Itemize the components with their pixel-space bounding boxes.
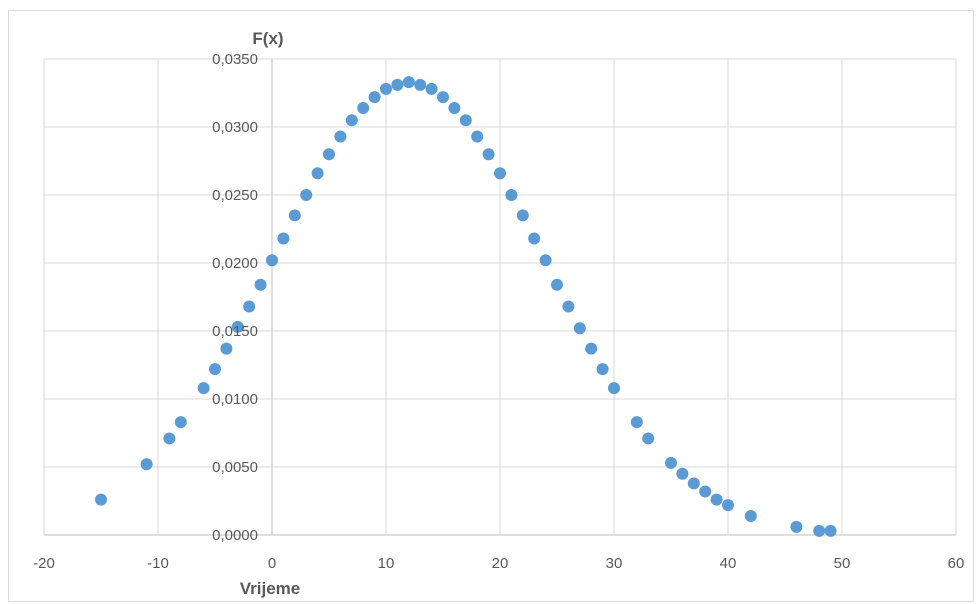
data-point (402, 76, 415, 89)
data-point (323, 148, 335, 161)
data-point (163, 432, 176, 445)
y-axis-title: F(x) (252, 29, 283, 48)
data-point (722, 499, 734, 512)
x-tick-label: 10 (378, 555, 395, 572)
data-point (220, 342, 233, 355)
data-point (516, 209, 529, 222)
data-point (140, 458, 153, 471)
data-point (266, 254, 278, 267)
data-point (630, 416, 643, 429)
x-tick-label: 40 (720, 555, 737, 572)
data-point (608, 382, 620, 395)
data-point (380, 82, 392, 95)
data-point (790, 520, 803, 533)
data-point (277, 232, 290, 245)
x-tick-label: -20 (33, 555, 55, 572)
x-tick-label: 20 (492, 555, 509, 572)
data-point (539, 254, 552, 267)
data-point (471, 130, 484, 143)
gridlines (43, 58, 957, 536)
data-point (231, 320, 244, 333)
chart-area (8, 10, 974, 602)
data-point (288, 209, 301, 222)
data-point (573, 322, 586, 335)
data-point (368, 91, 381, 104)
data-point (596, 363, 609, 376)
data-point (676, 467, 689, 480)
y-axis-tick-labels: 0,0000 0,0050 0,0100 0,0150 0,0200 0,0250 0,03… (212, 51, 258, 544)
y-tick-label: 0,0150 (212, 323, 258, 340)
data-point (425, 82, 438, 95)
data-point (334, 130, 347, 143)
data-point (459, 114, 472, 127)
x-tick-label: 0 (268, 555, 276, 572)
data-point (494, 167, 506, 180)
data-point (174, 416, 187, 429)
data-point (345, 114, 358, 127)
y-tick-label: 0,0050 (212, 459, 258, 476)
data-point (95, 493, 107, 506)
y-tick-label: 0,0250 (212, 187, 258, 204)
data-point (562, 300, 575, 313)
x-axis-tick-labels: -20 -10 0 10 20 30 40 50 60 (33, 555, 964, 572)
x-tick-label: 60 (948, 555, 965, 572)
x-tick-label: 50 (834, 555, 851, 572)
y-tick-label: 0,0300 (212, 119, 258, 136)
x-tick-label: 30 (606, 555, 623, 572)
data-point (448, 101, 461, 114)
data-point (391, 78, 404, 91)
data-point (699, 485, 712, 498)
data-point (585, 342, 598, 355)
data-point (528, 232, 541, 245)
data-point (744, 509, 757, 522)
data-point (300, 189, 313, 201)
data-point (551, 278, 563, 291)
data-point (311, 167, 324, 180)
data-point (813, 524, 826, 537)
data-point (687, 477, 700, 490)
x-tick-label: -10 (147, 555, 169, 572)
data-point (243, 300, 256, 313)
data-point (357, 101, 370, 114)
data-point (437, 91, 449, 104)
data-point (505, 189, 518, 201)
y-tick-label: 0,0000 (212, 527, 258, 544)
data-point (254, 278, 267, 291)
data-point (414, 78, 427, 91)
y-tick-label: 0,0350 (212, 51, 258, 68)
y-tick-label: 0,0100 (212, 391, 258, 408)
data-point (710, 493, 723, 506)
data-point (824, 524, 837, 537)
data-points (95, 76, 837, 537)
data-point (197, 382, 210, 395)
x-axis-title: Vrijeme (240, 579, 301, 598)
data-point (482, 148, 495, 161)
data-point (209, 363, 221, 376)
data-point (642, 432, 655, 445)
y-tick-label: 0,0200 (212, 255, 258, 272)
data-point (665, 456, 677, 469)
